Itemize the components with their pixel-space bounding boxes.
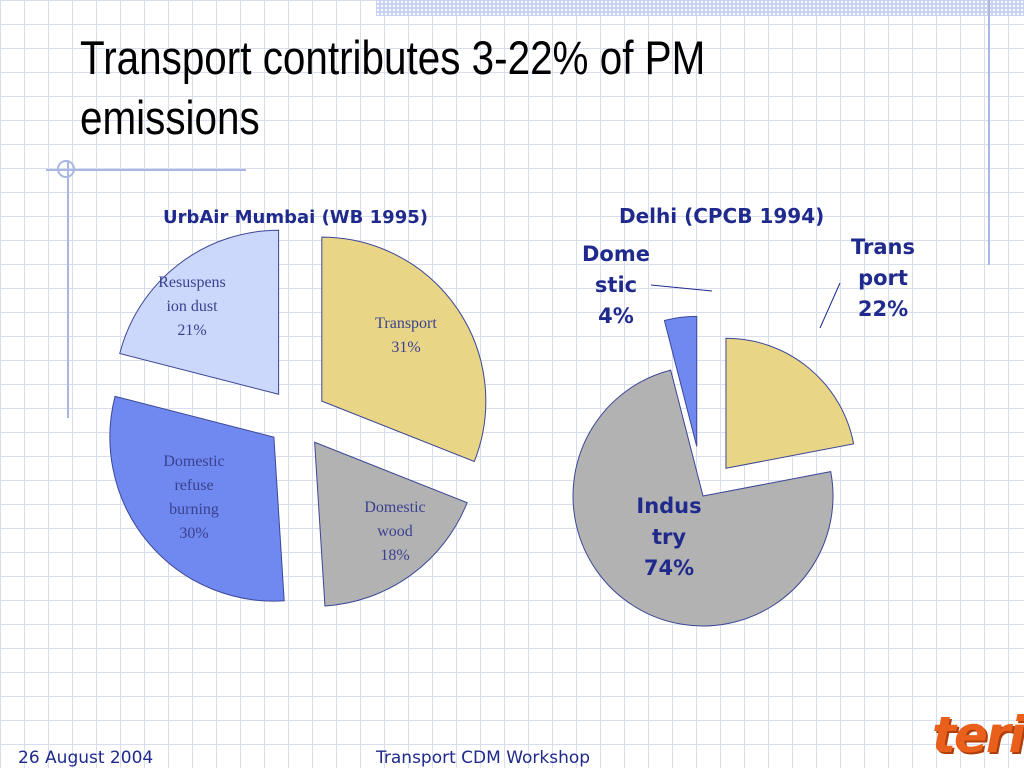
delhi-pie-chart: Trans port 22% Indus try 74% Dome stic 4% <box>572 235 915 627</box>
decorative-vertical-line-right <box>988 0 990 265</box>
decorative-ring <box>57 160 75 178</box>
slide-title-line-1: Transport contributes 3-22% of PM <box>80 31 706 84</box>
mumbai-slice-domesticwood <box>314 441 468 607</box>
delhi-label-transport: Trans port 22% <box>851 235 915 321</box>
mumbai-slice-transport <box>321 236 487 463</box>
footer-event-name: Transport CDM Workshop <box>376 748 591 768</box>
delhi-slice-domestic <box>663 315 698 447</box>
slide-title-line-2: emissions <box>80 91 260 144</box>
header-decoration-band <box>376 0 1024 16</box>
delhi-leader-line <box>819 282 841 329</box>
delhi-slice-industry <box>572 369 834 627</box>
mumbai-chart-title: UrbAir Mumbai (WB 1995) <box>163 207 428 228</box>
decorative-vertical-line-left <box>67 160 69 418</box>
delhi-chart-title: Delhi (CPCB 1994) <box>619 204 825 228</box>
delhi-slice-transport <box>725 337 855 469</box>
mumbai-label-domesticwood: Domestic wood 18% <box>364 499 425 564</box>
mumbai-slice-domesticrefuseburning <box>109 395 285 602</box>
delhi-label-industry: Indus try 74% <box>636 494 701 580</box>
slide-title: Transport contributes 3-22% of PM emissi… <box>80 28 734 148</box>
delhi-leader-line <box>650 284 713 292</box>
footer-date: 26 August 2004 <box>18 748 154 768</box>
decorative-horizontal-line <box>46 169 246 171</box>
mumbai-slice-resuspension-dust <box>119 229 280 395</box>
mumbai-pie-chart: Transport 31% Domestic wood 18% Domestic refus… <box>109 229 487 607</box>
mumbai-label-resuspension-dust: Resuspens ion dust 21% <box>158 274 226 339</box>
mumbai-label-domesticrefuseburning: Domestic refuse burning 30% <box>163 453 224 542</box>
teri-logo: teri <box>932 706 1024 764</box>
delhi-label-domestic: Dome stic 4% <box>582 242 650 328</box>
mumbai-label-transport: Transport 31% <box>375 315 437 356</box>
